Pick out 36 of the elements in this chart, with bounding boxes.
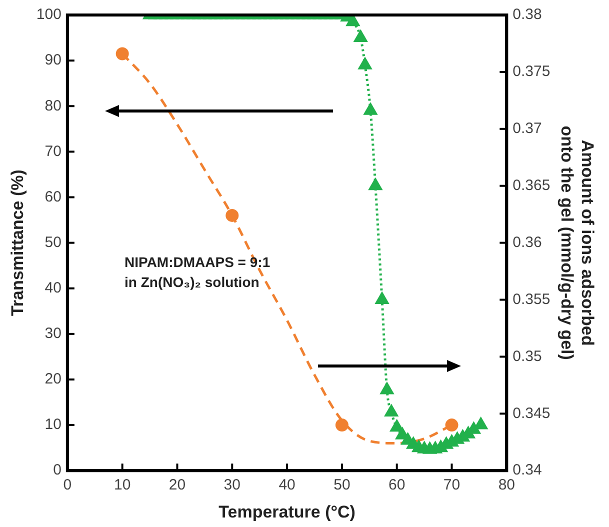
y2-tick-label: 0.355 — [512, 290, 550, 308]
y2-tick-label: 0.36 — [512, 234, 542, 251]
y2-tick-label: 0.37 — [512, 120, 542, 138]
x-tick-label: 40 — [278, 476, 296, 494]
point — [445, 418, 458, 432]
annotation: NIPAM:DMAAPS = 9:1 in Zn(NO₃)₂ solution — [124, 252, 270, 292]
y-tick-label: 0 — [53, 462, 62, 479]
x-axis-title: Temperature (°C) — [218, 502, 356, 522]
y-tick-label: 40 — [44, 280, 62, 296]
x-tick-label: 70 — [443, 476, 460, 494]
y-tick-label: 70 — [44, 142, 62, 160]
y2-tick-label: 0.35 — [512, 348, 542, 365]
x-tick-label: 60 — [388, 476, 406, 494]
point — [116, 47, 129, 60]
point — [335, 418, 348, 432]
y-tick-label: 90 — [44, 52, 62, 69]
y2-tick-label: 0.34 — [512, 462, 542, 479]
x-tick-label: 30 — [224, 476, 240, 494]
x-tick-label: 20 — [168, 476, 186, 494]
y2-axis-title: Amount of ions adsorbed onto the gel (mmol/g-dry gel) — [558, 126, 598, 360]
x-tick-label: 10 — [114, 476, 131, 494]
y2-tick-label: 0.38 — [512, 6, 542, 24]
y2-tick-label: 0.345 — [512, 404, 550, 422]
y-tick-label: 60 — [44, 188, 62, 206]
point — [226, 208, 239, 222]
y-axis-title: Transmittance (%) — [8, 170, 27, 316]
y-tick-label: 100 — [36, 6, 62, 24]
y2-tick-label: 0.365 — [512, 176, 550, 194]
y-tick-label: 20 — [44, 370, 62, 388]
y-tick-label: 80 — [44, 97, 62, 114]
y-tick-label: 50 — [44, 234, 62, 251]
y2-tick-label: 0.375 — [512, 63, 550, 80]
x-tick-label: 50 — [334, 476, 350, 494]
y-tick-label: 10 — [44, 416, 62, 434]
y-tick-label: 30 — [44, 325, 62, 342]
x-tick-label: 80 — [498, 476, 516, 494]
